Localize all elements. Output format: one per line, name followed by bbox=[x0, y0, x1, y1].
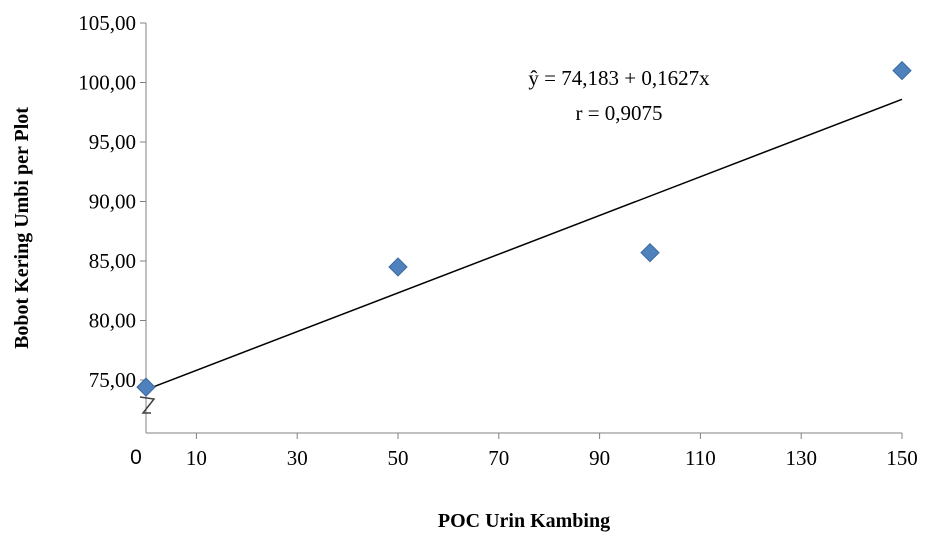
x-tick-label: 90 bbox=[589, 446, 610, 470]
data-point bbox=[136, 377, 156, 397]
x-tick-label: 150 bbox=[886, 446, 918, 470]
y-ticks: 75,00 80,00 85,00 90,00 95,00 100,00 105,00 bbox=[78, 11, 146, 392]
x-axis-title: POC Urin Kambing bbox=[438, 510, 610, 532]
regression-equation: ŷ = 74,183 + 0,1627x bbox=[528, 66, 710, 90]
y-axis bbox=[139, 23, 156, 433]
x-tick-label: 50 bbox=[388, 446, 409, 470]
y-axis-title: Bobot Kering Umbi per Plot bbox=[11, 107, 33, 349]
correlation-coefficient: r = 0,9075 bbox=[575, 101, 662, 125]
y-tick-label: 105,00 bbox=[78, 11, 136, 35]
data-point bbox=[640, 242, 660, 263]
trendline-line bbox=[145, 98, 903, 391]
x-ticks: 10 30 50 70 90 110 130 150 0 bbox=[130, 433, 918, 470]
data-point bbox=[388, 257, 408, 277]
x-tick-label: 70 bbox=[488, 446, 509, 470]
y-tick-label: 90,00 bbox=[89, 190, 136, 214]
data-points bbox=[136, 60, 912, 397]
y-tick-label: 85,00 bbox=[89, 249, 136, 273]
x-tick-label: 10 bbox=[186, 446, 207, 470]
data-point bbox=[892, 60, 912, 81]
trendline bbox=[145, 98, 903, 391]
x-tick-label: 30 bbox=[287, 446, 308, 470]
y-axis-break-symbol bbox=[139, 396, 156, 414]
y-tick-label: 95,00 bbox=[89, 130, 136, 154]
y-tick-label: 75,00 bbox=[89, 368, 136, 392]
x-origin-label: 0 bbox=[130, 446, 142, 469]
x-tick-label: 130 bbox=[785, 446, 817, 470]
x-tick-label: 110 bbox=[685, 446, 716, 470]
y-tick-label: 80,00 bbox=[89, 309, 136, 333]
y-tick-label: 100,00 bbox=[78, 71, 136, 95]
